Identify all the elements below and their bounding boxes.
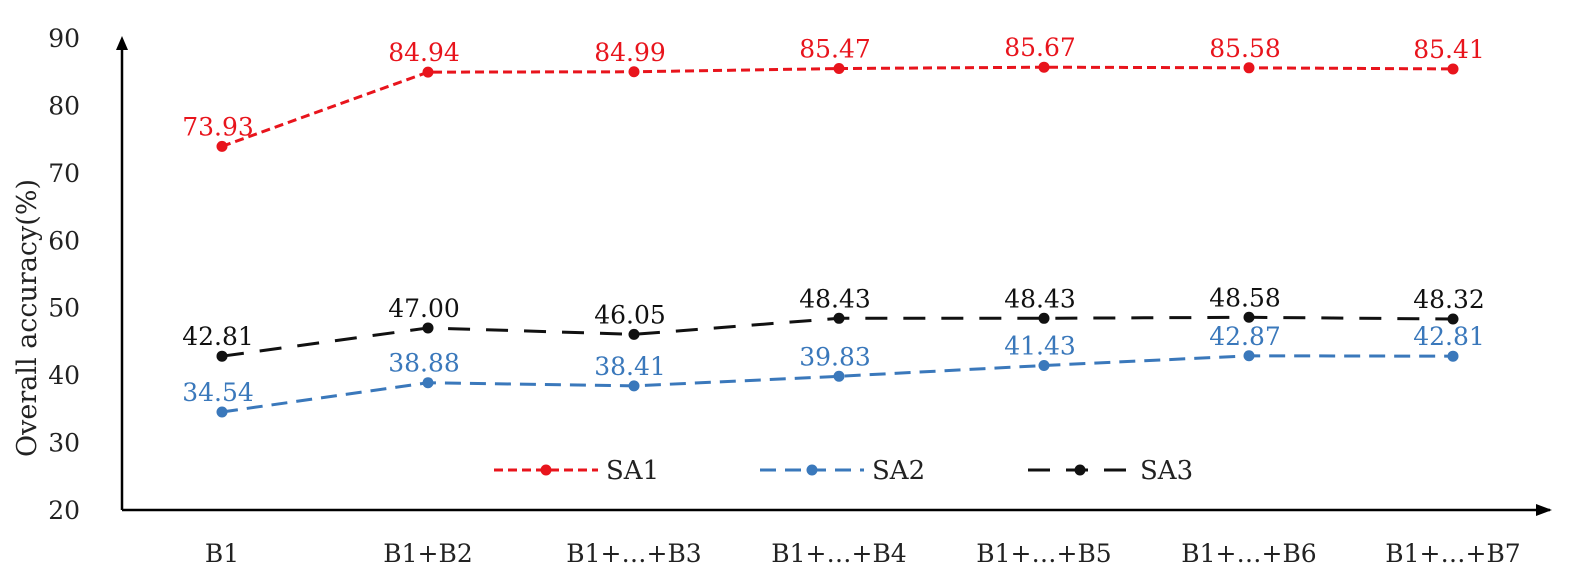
data-point-sa2 — [1038, 360, 1050, 372]
data-point-sa2 — [1243, 350, 1255, 362]
data-point-sa1 — [422, 66, 434, 78]
data-point-sa1 — [628, 66, 640, 78]
data-point-sa2 — [628, 380, 640, 392]
data-label-sa2: 38.41 — [594, 352, 666, 381]
data-label-sa3: 48.43 — [1004, 284, 1076, 313]
x-tick-label: B1 — [205, 539, 239, 568]
data-label-sa3: 47.00 — [388, 294, 460, 323]
series-line-sa1 — [221, 65, 1454, 148]
legend-swatch-marker — [1074, 464, 1086, 476]
data-labels: 73.93 84.94 84.99 85.47 85.67 85.58 85.41 34.54… — [182, 33, 1485, 407]
data-label-sa1: 73.93 — [182, 112, 254, 141]
data-point-sa2 — [833, 370, 845, 382]
data-point-sa2 — [422, 377, 434, 389]
data-point-sa1 — [1243, 62, 1255, 74]
legend-item-sa1: SA1 — [494, 456, 659, 486]
data-label-sa1: 85.67 — [1004, 33, 1076, 62]
y-tick-label: 70 — [48, 159, 80, 188]
data-point-sa3 — [216, 350, 228, 362]
legend-swatch-marker — [806, 464, 818, 476]
data-label-sa3: 48.43 — [799, 284, 871, 313]
data-label-sa2: 41.43 — [1004, 332, 1076, 361]
legend-item-sa3: SA3 — [1028, 456, 1193, 486]
legend-label: SA2 — [872, 456, 925, 486]
data-label-sa1: 85.47 — [799, 35, 871, 64]
y-tick-label: 90 — [48, 24, 80, 53]
data-point-sa3 — [833, 312, 845, 324]
x-tick-label: B1+…+B7 — [1385, 539, 1520, 568]
y-tick-label: 20 — [48, 496, 80, 525]
y-tick-label: 60 — [48, 226, 80, 255]
data-label-sa2: 39.83 — [799, 342, 871, 371]
data-label-sa3: 48.32 — [1413, 285, 1485, 314]
data-label-sa2: 38.88 — [388, 349, 460, 378]
y-tick-label: 80 — [48, 91, 80, 120]
data-point-sa2 — [216, 406, 228, 418]
data-label-sa3: 48.58 — [1209, 283, 1281, 312]
data-point-sa1 — [1038, 61, 1050, 73]
data-point-sa3 — [422, 322, 434, 334]
data-label-sa2: 42.81 — [1413, 322, 1485, 351]
legend: SA1 SA2 SA3 — [494, 456, 1193, 486]
data-point-sa3 — [1038, 312, 1050, 324]
x-tick-label: B1+…+B6 — [1181, 539, 1316, 568]
y-axis-title: Overall accuracy(%) — [12, 179, 43, 457]
y-axis-arrow — [116, 36, 128, 50]
y-tick-labels: 20 30 40 50 60 70 80 90 — [48, 24, 80, 525]
x-tick-label: B1+…+B5 — [976, 539, 1111, 568]
data-label-sa2: 34.54 — [182, 378, 254, 407]
data-label-sa1: 85.41 — [1413, 35, 1485, 64]
data-label-sa1: 84.99 — [594, 38, 666, 67]
x-tick-label: B1+…+B4 — [771, 539, 906, 568]
y-tick-label: 40 — [48, 361, 80, 390]
y-tick-label: 30 — [48, 429, 80, 458]
x-tick-labels: B1 B1+B2 B1+…+B3 B1+…+B4 B1+…+B5 B1+…+B6 B1+…+… — [205, 539, 1521, 568]
data-label-sa3: 42.81 — [182, 322, 254, 351]
data-label-sa1: 85.58 — [1209, 34, 1281, 63]
legend-item-sa2: SA2 — [760, 456, 925, 486]
x-tick-label: B1+B2 — [383, 539, 473, 568]
data-label-sa2: 42.87 — [1209, 322, 1281, 351]
legend-swatch-marker — [540, 464, 552, 476]
series-layer — [216, 61, 1459, 418]
x-axis-arrow — [1536, 504, 1552, 516]
data-point-sa2 — [1447, 350, 1459, 362]
data-label-sa1: 84.94 — [388, 38, 460, 67]
data-point-sa1 — [216, 140, 228, 152]
data-point-sa3 — [628, 328, 640, 340]
legend-label: SA3 — [1140, 456, 1193, 486]
data-label-sa3: 46.05 — [594, 300, 666, 329]
axes — [116, 36, 1552, 516]
y-tick-label: 50 — [48, 294, 80, 323]
data-point-sa3 — [1243, 311, 1255, 323]
data-point-sa1 — [833, 63, 845, 75]
data-point-sa1 — [1447, 63, 1459, 75]
x-tick-label: B1+…+B3 — [566, 539, 701, 568]
data-point-sa3 — [1447, 313, 1459, 325]
legend-label: SA1 — [606, 456, 659, 486]
